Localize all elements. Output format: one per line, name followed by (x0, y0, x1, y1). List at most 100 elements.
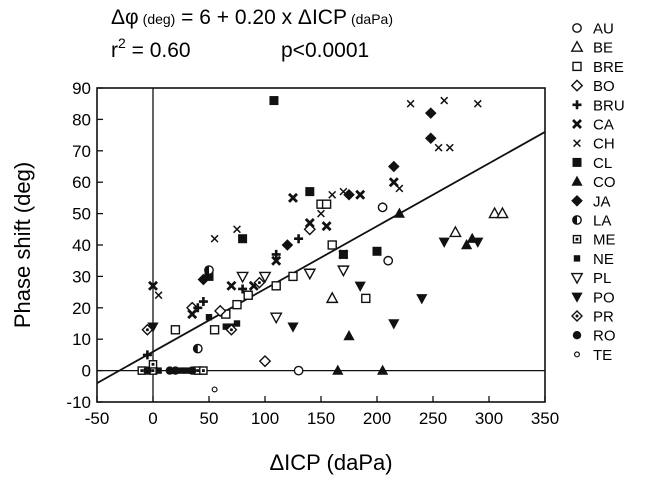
data-point-bru (271, 249, 281, 259)
data-point-ca (187, 309, 198, 320)
legend-marker-bo (570, 79, 584, 92)
legend-label-ne: NE (593, 251, 614, 268)
data-point-ja (424, 132, 437, 145)
legend-label-co: CO (593, 174, 616, 191)
legend-label-ro: RO (593, 328, 616, 345)
data-point-po (438, 237, 450, 248)
y-tick-label: 90 (72, 79, 91, 98)
data-point-ne (222, 323, 229, 330)
data-point-ca (226, 280, 237, 291)
legend-label-te: TE (593, 347, 612, 364)
data-point-bre (243, 290, 253, 300)
regression-line-group (96, 131, 546, 384)
data-point-bru (193, 303, 203, 313)
data-point-la (204, 265, 214, 276)
p-value: p<0.0001 (281, 39, 369, 62)
data-point-co (377, 364, 389, 375)
legend-item-co: CO (571, 174, 616, 191)
data-point-bru (294, 234, 304, 244)
x-tick-label: 250 (419, 409, 447, 428)
y-tick-label: 60 (72, 173, 91, 192)
legend-item-te: TE (573, 347, 612, 364)
legend-item-po: PO (571, 289, 615, 306)
data-point-bru (142, 350, 152, 360)
data-point-pl (303, 268, 317, 281)
legend-marker-bru (572, 100, 582, 110)
legend-item-pl: PL (570, 270, 611, 287)
legend-label-ja: JA (593, 193, 611, 210)
data-point-au (377, 202, 388, 213)
data-point-ca (288, 192, 298, 203)
legend-label-bru: BRU (593, 97, 625, 114)
data-point-ro (143, 366, 152, 375)
data-point-bru (198, 297, 208, 307)
legend-item-pr: PR (571, 309, 614, 326)
data-point-pl (269, 312, 283, 325)
y-tick-label: 30 (72, 267, 91, 286)
data-point-ch (395, 184, 404, 193)
legend-marker-pr (571, 310, 583, 322)
data-point-pr (225, 323, 238, 336)
data-point-bre (361, 293, 371, 304)
y-tick-label: 20 (72, 299, 91, 318)
legend-item-be: BE (570, 40, 613, 57)
data-point-ro (188, 366, 197, 375)
data-point-po (388, 319, 400, 330)
data-point-ch (233, 225, 241, 234)
legend-marker-be (570, 40, 584, 52)
legend-marker-ja (571, 195, 583, 207)
data-point-cl (204, 271, 214, 281)
data-point-bre (321, 199, 332, 209)
data-point-bre (170, 325, 181, 335)
legend-marker-po (571, 292, 583, 303)
data-point-ch (445, 143, 454, 152)
y-tick-label: 40 (72, 236, 91, 255)
equation-rhs: = 6 + 0.20 x ΔICP (175, 6, 347, 29)
legend-label-ca: CA (593, 117, 614, 134)
legend-marker-la (572, 215, 582, 225)
legend-item-ro: RO (572, 328, 616, 345)
data-point-pr (141, 323, 154, 336)
legend-marker-au (572, 23, 582, 33)
data-point-co (343, 330, 355, 341)
regression-line (96, 131, 546, 384)
data-point-ne (155, 367, 162, 374)
legend: AU BE BRE BO BRU CA CH CL CO JA LA ME NE PL PO PR RO TE (570, 21, 625, 364)
x-tick-label: 300 (475, 409, 503, 428)
r-squared: r2 = 0.60 (111, 35, 191, 62)
data-point-ne (183, 367, 190, 374)
data-point-po (416, 294, 428, 305)
legend-label-ch: CH (593, 136, 615, 153)
data-point-ca (304, 218, 315, 229)
data-point-be (496, 206, 509, 219)
legend-label-pr: PR (593, 309, 614, 326)
y-tick-label: -10 (66, 393, 91, 412)
y-tick-label: 70 (72, 142, 91, 161)
data-point-ja (197, 273, 210, 286)
legend-label-po: PO (593, 289, 615, 306)
legend-label-be: BE (593, 40, 613, 57)
data-point-bre (271, 281, 281, 291)
y-tick-label: 10 (72, 330, 91, 349)
data-point-bo (214, 304, 227, 318)
data-point-ja (281, 239, 294, 251)
data-point-co (332, 364, 344, 375)
data-point-cl (269, 96, 279, 106)
data-point-bre (288, 271, 298, 282)
legend-item-bru: BRU (572, 97, 625, 114)
data-point-ch (473, 99, 482, 108)
data-point-ca (148, 280, 158, 291)
r2-value: = 0.60 (126, 39, 191, 62)
equation-lhs: Δφ (111, 6, 139, 29)
x-tick-label: 150 (307, 409, 335, 428)
data-point-ca (271, 255, 282, 266)
legend-label-me: ME (593, 232, 616, 249)
data-point-me (199, 366, 208, 375)
y-tick-label: 80 (72, 110, 91, 129)
data-point-bo (258, 354, 272, 368)
data-point-cl (305, 187, 315, 197)
axis-ticks: -50 0 50 100 150 200 250 300 350 -10 0 10 20 30 40 50 60… (66, 79, 559, 428)
data-point-cl (372, 246, 382, 256)
r2-superscript: 2 (118, 35, 126, 51)
data-point-te (211, 386, 218, 393)
